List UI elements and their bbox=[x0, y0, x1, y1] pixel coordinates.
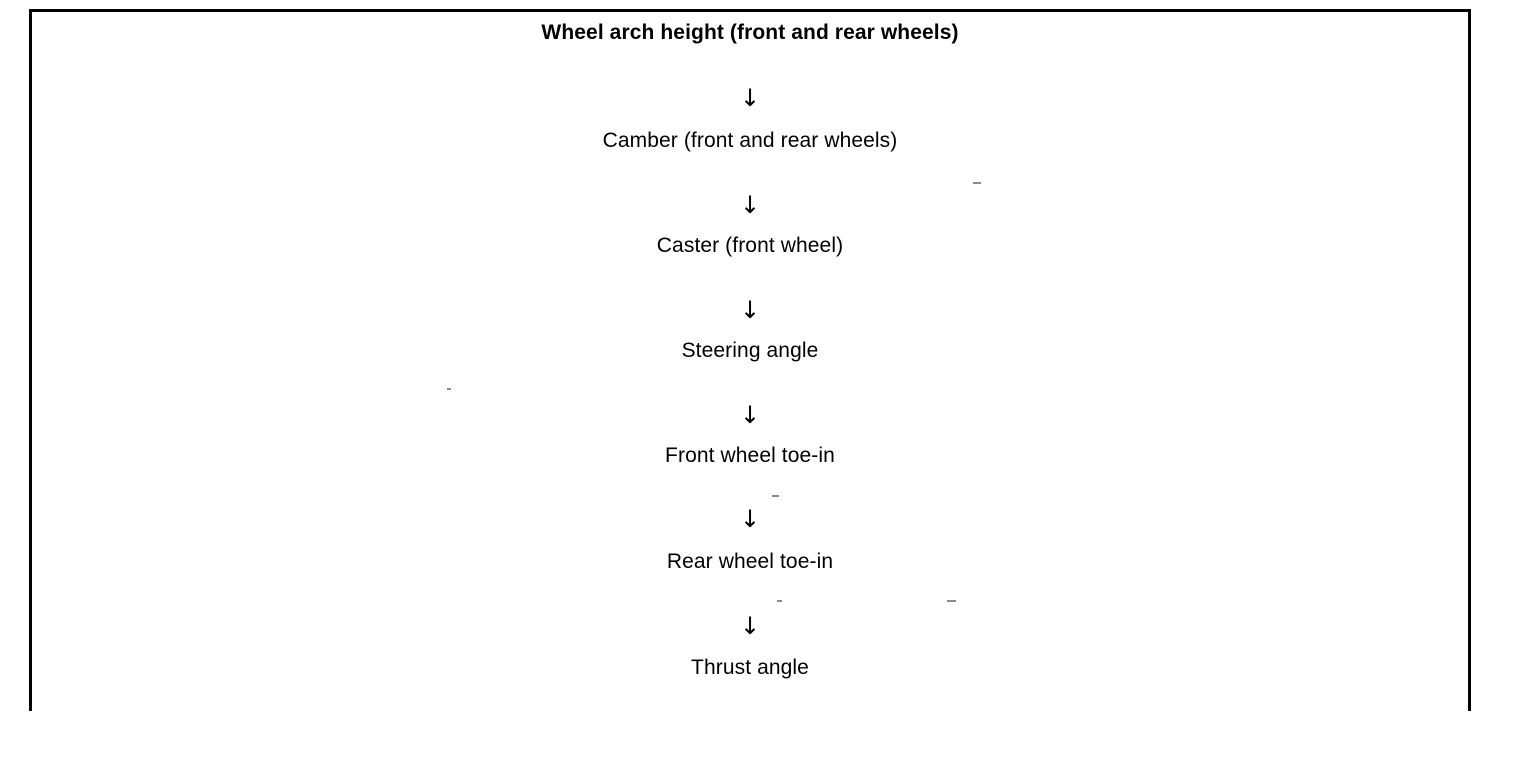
down-arrow-icon: ↓ bbox=[739, 401, 761, 429]
flowchart-container: Wheel arch height (front and rear wheels… bbox=[29, 9, 1471, 714]
flow-connector-cell-6: ↓ bbox=[32, 610, 1468, 647]
down-arrow-icon: ↓ bbox=[739, 612, 761, 640]
flow-step-cell-1: Wheel arch height (front and rear wheels… bbox=[32, 12, 1468, 82]
scan-speck bbox=[973, 182, 981, 184]
flow-step-row-6: Rear wheel toe-in bbox=[32, 541, 1468, 610]
flow-step-row-3: Caster (front wheel) bbox=[32, 225, 1468, 294]
flow-step-cell-2: Camber (front and rear wheels) bbox=[32, 120, 1468, 189]
down-arrow-icon: ↓ bbox=[739, 191, 761, 219]
flow-step-cell-6: Rear wheel toe-in bbox=[32, 541, 1468, 610]
flow-connector-cell-5: ↓ bbox=[32, 503, 1468, 541]
flow-step-label-3: Caster (front wheel) bbox=[656, 234, 844, 257]
flowchart-body: Wheel arch height (front and rear wheels… bbox=[32, 12, 1468, 714]
down-arrow-icon: ↓ bbox=[739, 296, 761, 324]
flow-step-row-4: Steering angle bbox=[32, 330, 1468, 399]
flowchart-table: Wheel arch height (front and rear wheels… bbox=[32, 12, 1468, 714]
scan-speck bbox=[777, 600, 782, 602]
flow-connector-cell-1: ↓ bbox=[32, 82, 1468, 120]
flow-step-cell-5: Front wheel toe-in bbox=[32, 435, 1468, 503]
flow-step-label-2: Camber (front and rear wheels) bbox=[602, 129, 898, 152]
flow-step-row-1: Wheel arch height (front and rear wheels… bbox=[32, 12, 1468, 82]
scan-speck bbox=[947, 600, 956, 602]
flow-connector-row-3: ↓ bbox=[32, 294, 1468, 330]
flow-step-row-7: Thrust angle bbox=[32, 647, 1468, 714]
flow-connector-row-1: ↓ bbox=[32, 82, 1468, 120]
flow-connector-row-2: ↓ bbox=[32, 189, 1468, 225]
flow-connector-cell-2: ↓ bbox=[32, 189, 1468, 225]
flow-connector-row-4: ↓ bbox=[32, 399, 1468, 435]
flow-step-label-5: Front wheel toe-in bbox=[665, 444, 835, 467]
flow-connector-row-6: ↓ bbox=[32, 610, 1468, 647]
flow-step-cell-3: Caster (front wheel) bbox=[32, 225, 1468, 294]
flow-step-row-5: Front wheel toe-in bbox=[32, 435, 1468, 503]
flow-connector-row-5: ↓ bbox=[32, 503, 1468, 541]
flow-step-label-4: Steering angle bbox=[681, 339, 819, 362]
flow-step-cell-4: Steering angle bbox=[32, 330, 1468, 399]
scan-speck bbox=[447, 388, 451, 390]
down-arrow-icon: ↓ bbox=[739, 505, 761, 533]
flow-connector-cell-4: ↓ bbox=[32, 399, 1468, 435]
flow-step-cell-7: Thrust angle bbox=[32, 647, 1468, 714]
flow-step-label-6: Rear wheel toe-in bbox=[666, 550, 834, 573]
down-arrow-icon: ↓ bbox=[739, 84, 761, 112]
flow-connector-cell-3: ↓ bbox=[32, 294, 1468, 330]
flow-step-label-1: Wheel arch height (front and rear wheels… bbox=[541, 21, 959, 44]
flow-step-row-2: Camber (front and rear wheels) bbox=[32, 120, 1468, 189]
flow-step-label-7: Thrust angle bbox=[691, 656, 809, 679]
scan-speck bbox=[772, 495, 779, 497]
